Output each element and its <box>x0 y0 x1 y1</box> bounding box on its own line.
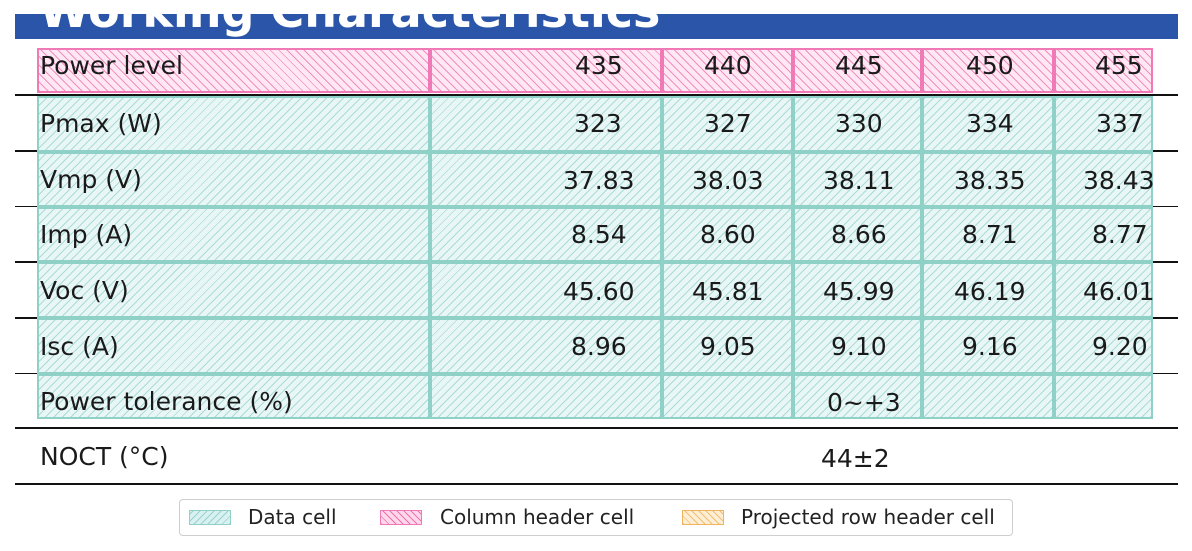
value-cell: 8.77 <box>1092 220 1148 249</box>
power-tolerance-value: 0~+3 <box>827 388 901 417</box>
value-cell: 38.43 <box>1083 166 1155 195</box>
row-label-noct: NOCT (°C) <box>40 442 169 471</box>
row-label-voc: Voc (V) <box>40 276 129 305</box>
data-cell <box>662 262 793 318</box>
title-banner: Working Characteristics <box>15 14 1178 39</box>
header-power-440: 440 <box>704 51 752 80</box>
row-label-pmax: Pmax (W) <box>40 109 162 138</box>
row-rule <box>15 427 1178 429</box>
legend-label-column-header-cell: Column header cell <box>440 505 635 529</box>
data-cell <box>793 262 922 318</box>
data-cell <box>922 207 1054 262</box>
data-cell <box>922 96 1054 152</box>
data-cell <box>37 152 430 207</box>
data-cell <box>793 96 922 152</box>
data-cell <box>1054 96 1153 152</box>
row-label-power-tolerance: Power tolerance (%) <box>40 387 293 416</box>
column-header-cell <box>922 48 1054 93</box>
data-cell <box>1054 318 1153 374</box>
value-cell: 323 <box>574 109 622 138</box>
data-cell <box>793 152 922 207</box>
data-cell <box>430 318 662 374</box>
data-cell <box>922 152 1054 207</box>
header-label-power-level: Power level <box>40 51 183 80</box>
data-cell <box>430 152 662 207</box>
value-cell: 46.19 <box>954 277 1026 306</box>
value-cell: 46.01 <box>1083 277 1155 306</box>
legend-label-data-cell: Data cell <box>248 505 337 529</box>
data-cell <box>1054 262 1153 318</box>
row-label-isc: Isc (A) <box>40 332 119 361</box>
row-label-vmp: Vmp (V) <box>40 165 142 194</box>
header-power-445: 445 <box>835 51 883 80</box>
value-cell: 9.10 <box>831 332 887 361</box>
header-power-435: 435 <box>575 51 623 80</box>
data-cell-swatch <box>189 510 231 525</box>
row-rule <box>15 94 1178 96</box>
data-cell <box>430 207 662 262</box>
value-cell: 9.20 <box>1092 332 1148 361</box>
data-cell <box>922 262 1054 318</box>
data-cell <box>922 318 1054 374</box>
row-rule <box>15 483 1178 485</box>
data-cell <box>793 318 922 374</box>
data-cell <box>662 318 793 374</box>
header-power-450: 450 <box>966 51 1014 80</box>
noct-value: 44±2 <box>821 444 890 473</box>
data-cell <box>662 96 793 152</box>
column-header-cell-swatch <box>380 510 422 525</box>
data-cell <box>37 374 430 419</box>
value-cell: 8.60 <box>700 220 756 249</box>
data-cell <box>662 207 793 262</box>
value-cell: 9.16 <box>962 332 1018 361</box>
value-cell: 38.03 <box>692 166 764 195</box>
data-cell <box>37 262 430 318</box>
column-header-cell <box>1054 48 1153 93</box>
data-cell <box>430 96 662 152</box>
data-cell <box>1054 152 1153 207</box>
data-cell <box>37 318 430 374</box>
data-cell <box>922 374 1054 419</box>
data-cell <box>430 262 662 318</box>
value-cell: 45.60 <box>563 277 635 306</box>
value-cell: 8.96 <box>571 332 627 361</box>
legend-label-projected-row-header-cell: Projected row header cell <box>741 505 995 529</box>
value-cell: 327 <box>704 109 752 138</box>
column-header-cell <box>793 48 922 93</box>
column-header-cell <box>430 48 662 93</box>
value-cell: 38.11 <box>823 166 895 195</box>
data-cell <box>662 374 793 419</box>
data-cell <box>662 152 793 207</box>
column-header-cell <box>662 48 793 93</box>
projected-row-header-cell-swatch <box>682 510 724 525</box>
data-cell <box>1054 207 1153 262</box>
data-cell <box>1054 374 1153 419</box>
value-cell: 8.54 <box>571 220 627 249</box>
row-label-imp: Imp (A) <box>40 220 133 249</box>
value-cell: 334 <box>966 109 1014 138</box>
data-cell <box>793 374 922 419</box>
data-cell <box>37 96 430 152</box>
data-cell <box>37 207 430 262</box>
legend: Data cell Column header cell Projected r… <box>179 499 1013 536</box>
data-cell <box>430 374 662 419</box>
column-header-cell <box>37 48 430 93</box>
value-cell: 38.35 <box>954 166 1026 195</box>
data-cell <box>793 207 922 262</box>
value-cell: 8.71 <box>962 220 1018 249</box>
value-cell: 37.83 <box>563 166 635 195</box>
value-cell: 8.66 <box>831 220 887 249</box>
value-cell: 337 <box>1096 109 1144 138</box>
value-cell: 45.99 <box>823 277 895 306</box>
table-title: Working Characteristics <box>39 14 660 38</box>
value-cell: 45.81 <box>692 277 764 306</box>
value-cell: 330 <box>835 109 883 138</box>
header-power-455: 455 <box>1095 51 1143 80</box>
value-cell: 9.05 <box>700 332 756 361</box>
